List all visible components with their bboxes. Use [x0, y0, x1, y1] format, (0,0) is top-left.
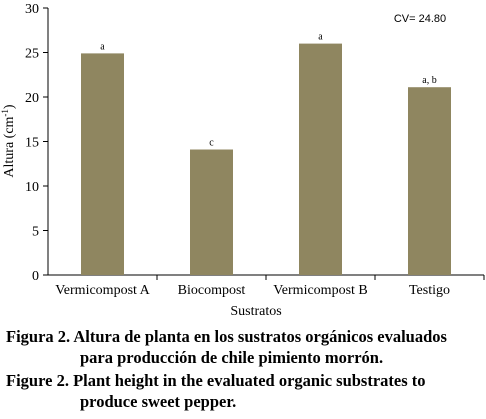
y-ticks: 0 5 10 15 20 25 30	[25, 2, 48, 284]
x-axis-label: Sustratos	[230, 304, 281, 319]
bar	[81, 53, 124, 275]
x-tick-label: Vermicompost A	[55, 283, 150, 298]
bar	[408, 87, 451, 276]
y-tick-label: 25	[25, 47, 39, 62]
y-tick-label: 5	[32, 225, 39, 240]
bar	[190, 149, 233, 275]
y-tick-label: 0	[32, 269, 39, 284]
caption-es-line-1: Figura 2. Altura de planta en los sustra…	[6, 327, 447, 346]
cv-annotation: CV= 24.80	[394, 13, 446, 25]
significance-letter: a, b	[422, 75, 436, 86]
x-tick-label: Testigo	[409, 283, 450, 298]
significance-letter: c	[209, 138, 214, 149]
x-tick-labels: Vermicompost A Biocompost Vermicompost B Te…	[55, 283, 450, 298]
x-axis	[48, 274, 485, 280]
figure-caption-english: Figure 2. Plant height in the evaluated …	[0, 370, 486, 412]
y-tick-label: 10	[25, 180, 39, 195]
significance-letters: a c a a, b	[100, 32, 436, 149]
y-axis-label: Altura (cm-1)	[0, 104, 17, 178]
x-tick-label: Biocompost	[178, 283, 246, 298]
y-tick-label: 30	[25, 2, 39, 17]
caption-en-line-1: Figure 2. Plant height in the evaluated …	[6, 371, 426, 390]
figure-caption-spanish: Figura 2. Altura de planta en los sustra…	[0, 326, 486, 368]
y-tick-label: 20	[25, 91, 39, 106]
caption-en-line-2: produce sweet pepper.	[80, 392, 237, 411]
significance-letter: a	[100, 41, 105, 52]
caption-es-line-2: para producción de chile pimiento morrón…	[80, 348, 384, 367]
y-tick-label: 15	[25, 136, 39, 151]
bar	[299, 43, 342, 275]
significance-letter: a	[318, 32, 323, 43]
x-tick-label: Vermicompost B	[273, 283, 368, 298]
bars	[81, 43, 451, 276]
